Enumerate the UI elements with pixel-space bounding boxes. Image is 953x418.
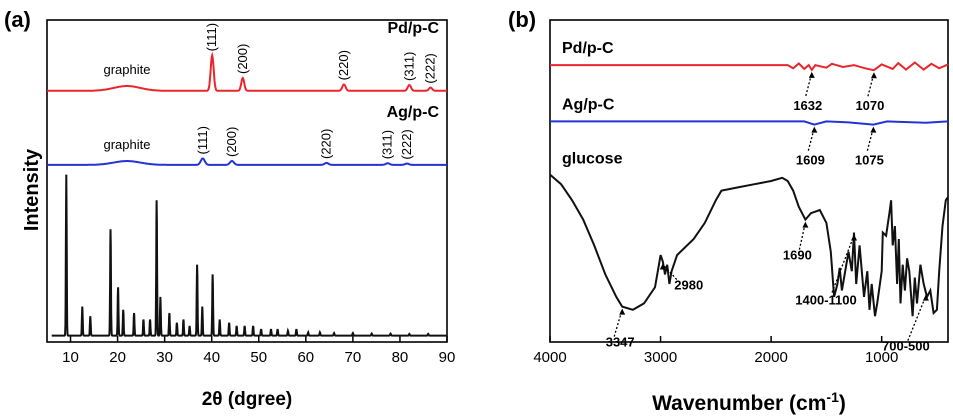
panel-a-annotation: graphite — [104, 62, 151, 77]
panel-b-annotation: 1690 — [783, 248, 812, 263]
panel-a-annotations: Pd/p-C graphite (111) (200) (220) (311) (222) A… — [104, 20, 440, 160]
panel-b-series-line — [550, 120, 949, 126]
panel-a-series-line — [51, 174, 447, 337]
panel-a-peak-label: (200) — [235, 44, 250, 74]
panel-b-arrow-head — [851, 234, 858, 241]
panel-b-series-label: Pd/p-C — [562, 40, 614, 57]
panel-b-x-axis-label-sup: -1 — [826, 389, 839, 405]
panel-a-plot-frame — [46, 19, 448, 343]
panel-b-annotation: 2980 — [674, 278, 703, 293]
panel-b-series-label: glucose — [562, 150, 623, 167]
panel-b-annotation: 1609 — [796, 153, 825, 168]
panel-a-x-tick-label: 30 — [156, 349, 173, 366]
panel-a-x-tick-label: 20 — [109, 349, 126, 366]
panel-b-x-axis-label: Wavenumber (cm-1) — [652, 389, 846, 415]
panel-b-annotation: 1400-1100 — [795, 293, 856, 308]
panel-a-x-tick-label: 70 — [345, 349, 362, 366]
panel-a-peak-label: (220) — [319, 129, 334, 159]
panel-a-series-line — [47, 157, 447, 166]
panel-b-x-ticks: 4000 3000 2000 1000 — [533, 336, 898, 366]
panel-a-series-line — [47, 51, 447, 92]
panel-a-annotation: graphite — [104, 137, 151, 152]
panel-a-series — [47, 51, 447, 337]
panel-b-annotation-arrow — [613, 309, 623, 337]
panel-a-peak-label: (311) — [380, 130, 395, 159]
panel-b-arrow-head — [922, 294, 929, 301]
panel-b-x-axis-label-main: Wavenumber (cm — [652, 392, 826, 415]
panel-b-arrow-head — [659, 263, 666, 270]
panel-b-annotation-arrow — [662, 264, 678, 280]
panel-a-y-axis-label: Intensity — [21, 148, 43, 231]
panel-a-peak-label: (111) — [204, 23, 219, 51]
panel-b-series-line — [550, 61, 949, 72]
panel-a-peak-label: (222) — [423, 53, 438, 83]
panel-a-peak-label: (200) — [224, 127, 239, 157]
panel-b-annotation: 700-500 — [882, 339, 930, 354]
panel-b-annotation-arrow — [907, 295, 927, 341]
panel-b-plot-frame — [549, 19, 949, 343]
panel-a-peak-label: (111) — [195, 126, 210, 154]
panel-b-annotation: 3347 — [606, 335, 635, 350]
panel-b-annotation: 1632 — [793, 98, 822, 113]
panel-b-x-axis-label-end: ) — [839, 392, 846, 415]
panel-b-series-label: Ag/p-C — [562, 96, 615, 113]
panel-a-peak-label: (222) — [399, 129, 414, 159]
panel-b-annotation: 1070 — [855, 98, 884, 113]
panel-b-series-line — [549, 173, 949, 317]
panel-b-arrow-head — [808, 71, 815, 78]
panel-a-series-label: Ag/p-C — [387, 104, 440, 121]
panel-b-arrow-head — [802, 221, 809, 228]
panel-a-x-tick-label: 40 — [203, 349, 220, 366]
panel-b-annotation-arrow — [798, 222, 807, 250]
panel-b-x-tick-label: 2000 — [754, 349, 787, 366]
panel-a-series-label: Pd/p-C — [387, 20, 439, 37]
panel-a-x-axis-label: 2θ (dgree) — [202, 389, 293, 410]
panel-b-x-tick-label: 3000 — [644, 349, 677, 366]
panel-b: (b) 4000 3000 2000 1000 Pd/p-C 1632 1070 Ag/p-… — [508, 7, 949, 415]
panel-a-peak-label: (220) — [336, 50, 351, 80]
panel-b-arrow-head — [870, 126, 877, 133]
panel-b-annotations: Pd/p-C 1632 1070 Ag/p-C 1609 1075 glucose 3347 2… — [562, 40, 930, 354]
panel-b-series — [549, 61, 949, 317]
panel-a-peak-label: (311) — [401, 52, 416, 81]
panel-b-label: (b) — [508, 7, 536, 32]
panel-a-x-ticks: 10 20 30 40 50 60 70 80 90 — [62, 336, 455, 366]
panel-a-label: (a) — [4, 7, 31, 32]
panel-b-arrow-head — [811, 126, 818, 133]
panel-a-x-tick-label: 90 — [439, 349, 456, 366]
panel-b-annotation: 1075 — [855, 153, 884, 168]
panel-b-x-tick-label: 1000 — [865, 349, 898, 366]
panel-b-arrow-head — [870, 72, 877, 79]
panel-b-arrow-head — [619, 308, 626, 315]
panel-b-x-tick-label: 4000 — [533, 349, 566, 366]
panel-a: (a) 10 20 30 40 50 60 70 80 90 Pd/p-C graphite (11… — [4, 7, 455, 410]
panel-a-x-tick-label: 10 — [62, 349, 79, 366]
panel-a-x-tick-label: 50 — [250, 349, 267, 366]
panel-a-x-tick-label: 80 — [392, 349, 409, 366]
panel-a-x-tick-label: 60 — [297, 349, 314, 366]
